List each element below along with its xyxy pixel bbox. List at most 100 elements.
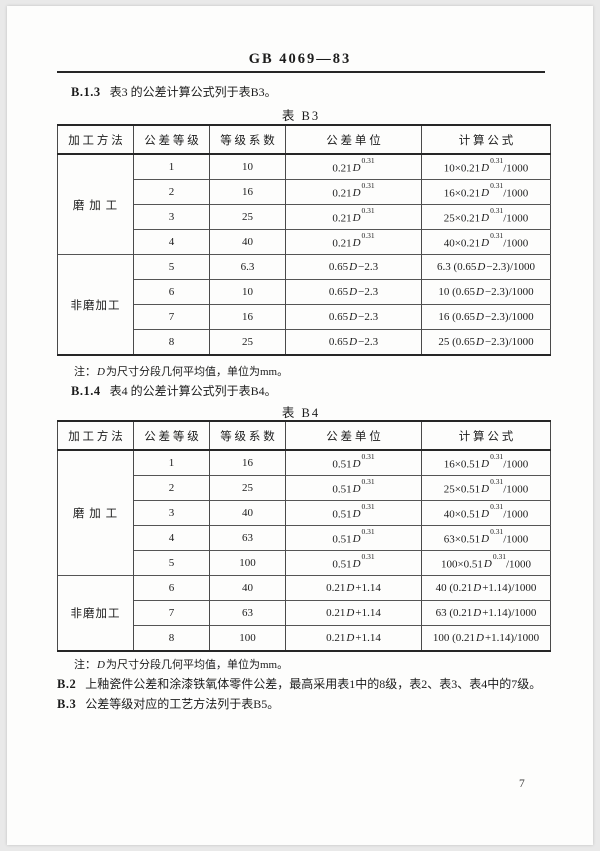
note-text: 为尺寸分段几何平均值，单位为mm。	[105, 366, 289, 378]
unit-cell: 0.51D0.31	[285, 525, 422, 551]
unit-cell: 0.21D+1.14	[285, 625, 422, 651]
unit-cell: 0.21D+1.14	[285, 600, 422, 626]
formula-cell: 25×0.21D0.31/1000	[421, 204, 551, 230]
column-header: 计 算 公 式	[421, 125, 551, 155]
unit-cell: 0.51D0.31	[285, 550, 422, 576]
column-header: 等 级 系 数	[209, 421, 286, 451]
formula-cell: 40×0.51D0.31/1000	[421, 500, 551, 526]
clause-text: 公差等级对应的工艺方法列于表B5。	[85, 697, 280, 711]
grade-cell: 5	[133, 254, 210, 280]
column-header: 等 级 系 数	[209, 125, 286, 155]
unit-cell: 0.21D0.31	[285, 153, 422, 180]
formula-cell: 6.3 (0.65D−2.3)/1000	[421, 254, 551, 280]
table-row: 5 100 0.51D0.31 100×0.51D0.31/1000	[58, 550, 551, 576]
table-b3-header: 加 工 方 法公 差 等 级等 级 系 数公 差 单 位计 算 公 式	[57, 125, 551, 155]
coeff-cell: 63	[209, 600, 286, 626]
coeff-cell: 10	[209, 153, 286, 180]
method-cell: 非磨加工	[57, 575, 134, 651]
coeff-cell: 63	[209, 525, 286, 551]
header-row: 加 工 方 法公 差 等 级等 级 系 数公 差 单 位计 算 公 式	[57, 125, 551, 155]
column-header: 公 差 单 位	[285, 125, 422, 155]
grade-cell: 6	[133, 575, 210, 601]
grade-cell: 7	[133, 304, 210, 330]
unit-cell: 0.21D0.31	[285, 179, 422, 205]
table-row: 非磨加工 5 6.3 0.65D−2.3 6.3 (0.65D−2.3)/1000	[57, 254, 551, 355]
table-row: 3 25 0.21D0.31 25×0.21D0.31/1000	[58, 204, 551, 230]
table-b3: 加 工 方 法公 差 等 级等 级 系 数公 差 单 位计 算 公 式 磨 加 …	[57, 124, 551, 356]
formula-cell: 63×0.51D0.31/1000	[421, 525, 551, 551]
coeff-cell: 40	[209, 229, 286, 255]
method-cell: 磨 加 工	[57, 153, 134, 255]
coeff-cell: 40	[209, 500, 286, 526]
table-b4-note: 注：D为尺寸分段几何平均值，单位为mm。	[57, 658, 562, 672]
unit-cell: 0.65D−2.3	[285, 254, 422, 280]
table-b4-header: 加 工 方 法公 差 等 级等 级 系 数公 差 单 位计 算 公 式	[57, 421, 551, 451]
grade-cell: 2	[133, 475, 210, 501]
note-prefix: 注：	[74, 659, 96, 671]
clause-text: 表3 的公差计算公式列于表B3。	[109, 85, 277, 99]
formula-cell: 10 (0.65D−2.3)/1000	[421, 279, 551, 305]
formula-cell: 16×0.51D0.31/1000	[421, 449, 551, 476]
column-header: 公 差 等 级	[133, 421, 210, 451]
unit-cell: 0.65D−2.3	[285, 279, 422, 305]
column-header: 加 工 方 法	[57, 421, 134, 451]
unit-cell: 0.51D0.31	[285, 449, 422, 476]
standard-code: GB 4069—83	[248, 51, 352, 67]
grade-cell: 4	[133, 525, 210, 551]
grade-cell: 5	[133, 550, 210, 576]
formula-cell: 16 (0.65D−2.3)/1000	[421, 304, 551, 330]
column-header: 公 差 单 位	[285, 421, 422, 451]
table-row: 非磨加工 6 40 0.21D+1.14 40 (0.21D+1.14)/1000	[57, 575, 551, 651]
table-row: 磨 加 工 1 10 0.21D0.31 10×0.21D0.31/1000	[57, 153, 551, 255]
formula-cell: 100 (0.21D+1.14)/1000	[421, 625, 551, 651]
header-rule	[57, 71, 545, 73]
coeff-cell: 25	[209, 204, 286, 230]
grade-cell: 3	[133, 204, 210, 230]
clause-label: B.1.4	[71, 384, 101, 398]
para-b3: B.3 公差等级对应的工艺方法列于表B5。	[57, 696, 553, 712]
coeff-cell: 100	[209, 625, 286, 651]
unit-cell: 0.21D0.31	[285, 229, 422, 255]
coeff-cell: 16	[209, 449, 286, 476]
unit-cell: 0.65D−2.3	[285, 304, 422, 330]
table-b3-title: 表 B3	[281, 109, 321, 123]
header-row: 加 工 方 法公 差 等 级等 级 系 数公 差 单 位计 算 公 式	[57, 421, 551, 451]
grade-cell: 6	[133, 279, 210, 305]
table-b3-body: 磨 加 工 1 10 0.21D0.31 10×0.21D0.31/1000 2 16 0.2…	[57, 153, 551, 355]
table-row: 3 40 0.51D0.31 40×0.51D0.31/1000	[58, 500, 551, 526]
grade-cell: 2	[133, 179, 210, 205]
unit-cell: 0.65D−2.3	[285, 329, 422, 355]
coeff-cell: 25	[209, 329, 286, 355]
grade-cell: 3	[133, 500, 210, 526]
grade-cell: 1	[133, 153, 210, 180]
note-prefix: 注：	[74, 366, 96, 378]
clause-label: B.1.3	[71, 85, 101, 99]
para-b13: B.1.3 表3 的公差计算公式列于表B3。	[57, 84, 567, 100]
coeff-cell: 16	[209, 179, 286, 205]
clause-text: 表4 的公差计算公式列于表B4。	[109, 384, 277, 398]
coeff-cell: 100	[209, 550, 286, 576]
note-variable: D	[97, 366, 105, 378]
table-row: 4 40 0.21D0.31 40×0.21D0.31/1000	[58, 229, 551, 255]
formula-cell: 16×0.21D0.31/1000	[421, 179, 551, 205]
grade-cell: 8	[133, 329, 210, 355]
formula-cell: 25 (0.65D−2.3)/1000	[421, 329, 551, 355]
grade-cell: 4	[133, 229, 210, 255]
clause-label: B.2	[57, 677, 77, 691]
formula-cell: 40×0.21D0.31/1000	[421, 229, 551, 255]
unit-cell: 0.21D+1.14	[285, 575, 422, 601]
coeff-cell: 10	[209, 279, 286, 305]
table-row: 4 63 0.51D0.31 63×0.51D0.31/1000	[58, 525, 551, 551]
unit-cell: 0.51D0.31	[285, 475, 422, 501]
formula-cell: 100×0.51D0.31/1000	[421, 550, 551, 576]
table-row: 8 100 0.21D+1.14 100 (0.21D+1.14)/1000	[58, 625, 551, 651]
clause-text: 上釉瓷件公差和涂漆铁氧体零件公差，最高采用表1中的8级，表2、表3、表4中的7级…	[85, 677, 542, 691]
coeff-cell: 40	[209, 575, 286, 601]
para-b2: B.2 上釉瓷件公差和涂漆铁氧体零件公差，最高采用表1中的8级，表2、表3、表4中…	[57, 676, 553, 692]
formula-cell: 63 (0.21D+1.14)/1000	[421, 600, 551, 626]
table-row: 6 10 0.65D−2.3 10 (0.65D−2.3)/1000	[58, 279, 551, 305]
table-row: 磨 加 工 1 16 0.51D0.31 16×0.51D0.31/1000	[57, 449, 551, 576]
formula-cell: 10×0.21D0.31/1000	[421, 153, 551, 180]
table-row: 7 16 0.65D−2.3 16 (0.65D−2.3)/1000	[58, 304, 551, 330]
table-b4-title: 表 B4	[281, 406, 321, 420]
